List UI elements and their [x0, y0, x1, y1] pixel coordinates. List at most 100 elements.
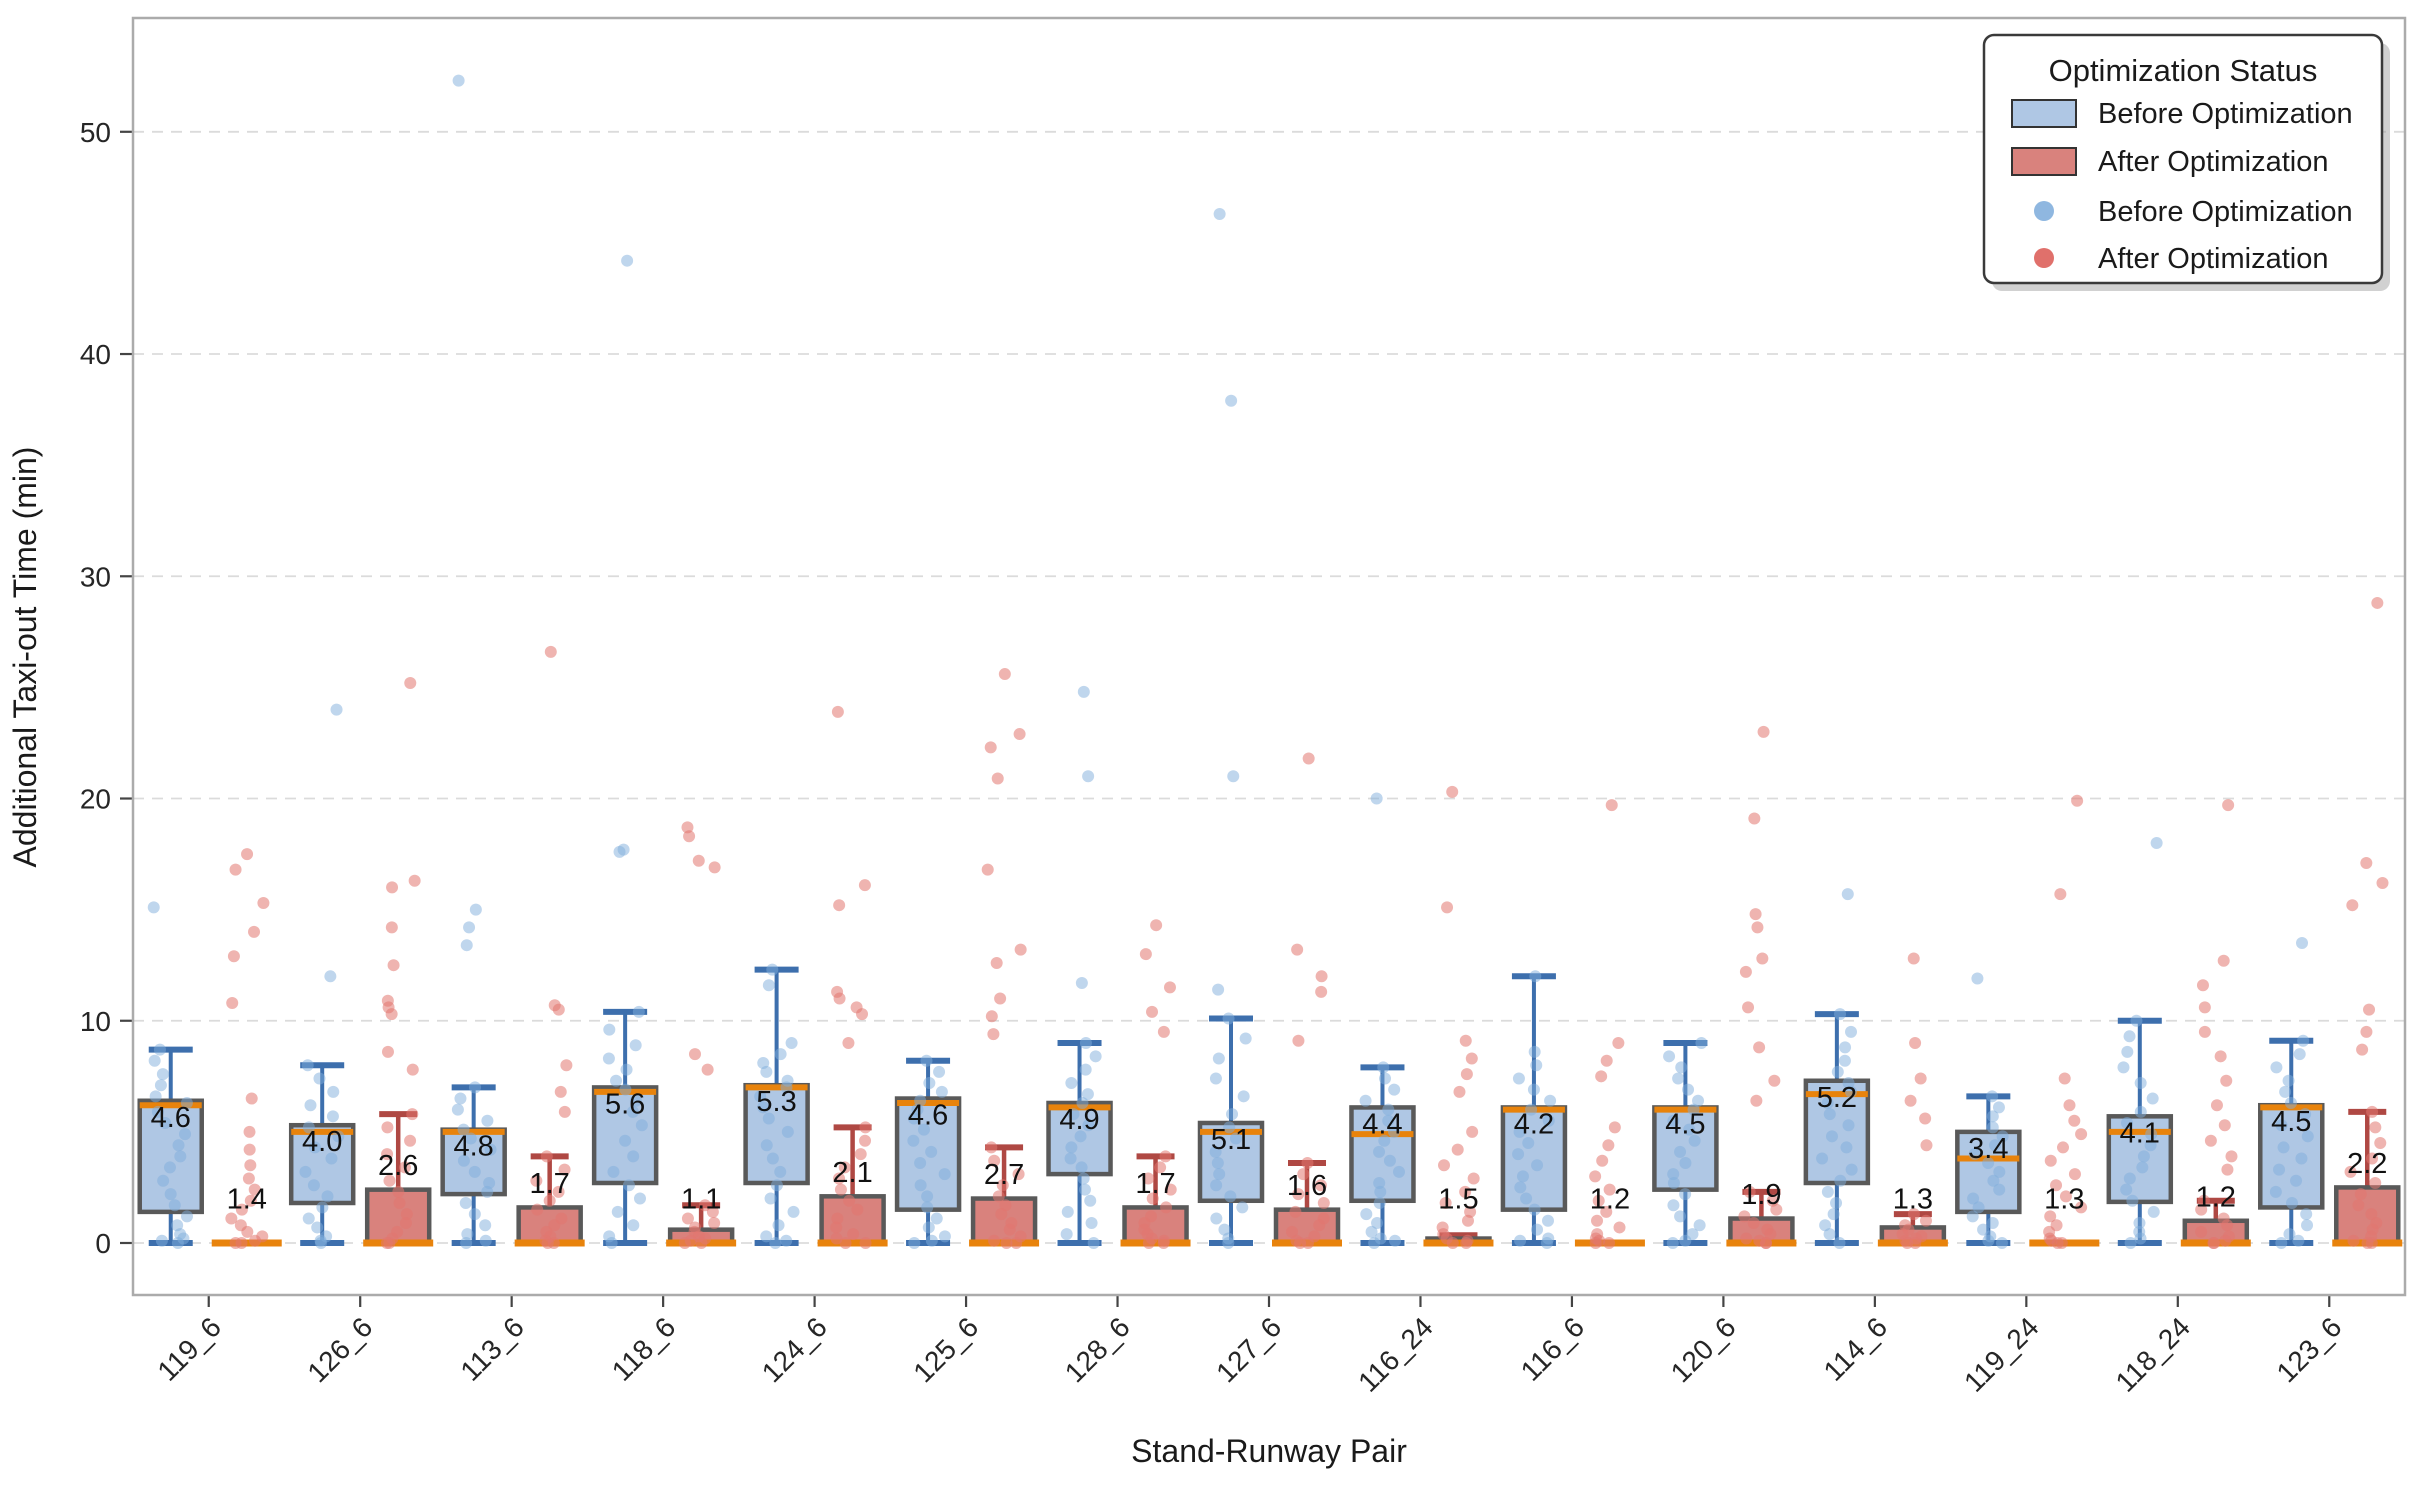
scatter-point-before	[327, 1085, 340, 1098]
scatter-point-before	[1067, 1108, 1080, 1121]
scatter-point-after	[2363, 1003, 2376, 1016]
scatter-point-after	[2195, 1225, 2208, 1238]
scatter-point-before	[1679, 1188, 1692, 1201]
scatter-point-before	[302, 1212, 315, 1225]
x-tick-label: 118_24	[2110, 1311, 2197, 1398]
scatter-point-before	[1967, 1192, 1980, 1205]
scatter-point-before	[1693, 1219, 1706, 1232]
scatter-point-before	[907, 1112, 920, 1125]
scatter-point-before	[468, 1165, 481, 1178]
scatter-point-after	[1739, 965, 1752, 978]
mean-label-before: 5.2	[1817, 1082, 1857, 1114]
mean-label-before: 4.4	[1362, 1108, 1402, 1140]
scatter-point-before	[619, 1134, 632, 1147]
scatter-point-after	[683, 830, 696, 843]
scatter-point-after	[1770, 1203, 1783, 1216]
scatter-point-before	[607, 1165, 620, 1178]
scatter-point-before	[163, 1161, 176, 1174]
scatter-point-before	[921, 1190, 934, 1203]
scatter-point-after	[2366, 1152, 2379, 1165]
scatter-point-before	[1224, 1190, 1237, 1203]
mean-label-before: 4.6	[908, 1100, 948, 1132]
x-tick-label: 124_6	[756, 1311, 833, 1388]
x-tick-label: 123_6	[2271, 1311, 2348, 1388]
scatter-point-before	[1225, 394, 1238, 407]
scatter-point-after	[1756, 952, 1769, 965]
scatter-point-before	[2284, 1096, 2297, 1109]
scatter-point-before	[766, 963, 779, 976]
scatter-point-before	[1845, 1163, 1858, 1176]
scatter-point-before	[326, 1110, 339, 1123]
scatter-point-after	[681, 1212, 694, 1225]
scatter-point-after	[241, 1225, 254, 1238]
scatter-point-before	[1209, 1145, 1222, 1158]
scatter-point-before	[1525, 1103, 1538, 1116]
scatter-point-after	[406, 1108, 419, 1121]
scatter-point-before	[464, 1132, 477, 1145]
scatter-point-before	[1389, 1234, 1402, 1247]
scatter-point-before	[2300, 1208, 2313, 1221]
scatter-point-after	[851, 1203, 864, 1216]
scatter-point-before	[1529, 970, 1542, 983]
scatter-point-before	[914, 1179, 927, 1192]
scatter-point-after	[2050, 1179, 2063, 1192]
scatter-point-after	[830, 1232, 843, 1245]
scatter-point-after	[1157, 1025, 1170, 1038]
scatter-point-after	[408, 874, 421, 887]
scatter-point-before	[468, 1208, 481, 1221]
scatter-point-before	[454, 1092, 467, 1105]
scatter-point-after	[2214, 1050, 2227, 1063]
scatter-point-before	[481, 1185, 494, 1198]
mean-label-before: 5.3	[756, 1086, 796, 1118]
mean-label-after: 1.7	[530, 1168, 570, 1200]
scatter-point-after	[244, 1159, 257, 1172]
scatter-point-after	[558, 1105, 571, 1118]
mean-label-before: 4.9	[1059, 1104, 1099, 1136]
scatter-point-after	[2360, 1025, 2373, 1038]
scatter-point-after	[1612, 1036, 1625, 1049]
scatter-point-before	[1530, 1059, 1543, 1072]
scatter-point-after	[2221, 1163, 2234, 1176]
scatter-point-after	[695, 1236, 708, 1249]
legend-swatch-before-box	[2011, 99, 2077, 128]
scatter-point-before	[469, 903, 482, 916]
scatter-point-before	[332, 1130, 345, 1143]
scatter-point-after	[834, 1183, 847, 1196]
scatter-point-before	[1674, 1145, 1687, 1158]
mean-label-after: 2.7	[984, 1159, 1024, 1191]
scatter-point-after	[1743, 1185, 1756, 1198]
scatter-point-after	[2356, 1043, 2369, 1056]
scatter-point-before	[1834, 1008, 1847, 1021]
scatter-point-before	[1382, 1103, 1395, 1116]
scatter-point-before	[316, 1201, 329, 1214]
scatter-point-after	[681, 821, 694, 834]
scatter-point-before	[164, 1188, 177, 1201]
scatter-point-after	[1013, 728, 1026, 741]
scatter-point-before	[1392, 1165, 1405, 1178]
mean-label-before: 4.5	[1665, 1108, 1705, 1140]
scatter-point-after	[1603, 1183, 1616, 1196]
scatter-point-before	[1388, 1083, 1401, 1096]
scatter-point-before	[2293, 1048, 2306, 1061]
scatter-point-before	[1996, 1130, 2009, 1143]
scatter-point-before	[1387, 1125, 1400, 1138]
scatter-point-before	[762, 979, 775, 992]
scatter-point-before	[1839, 1041, 1852, 1054]
scatter-point-before	[1972, 1201, 1985, 1214]
scatter-point-after	[708, 1216, 721, 1229]
scatter-point-after	[1750, 1094, 1763, 1107]
scatter-point-after	[842, 1036, 855, 1049]
scatter-point-after	[1460, 1236, 1473, 1249]
scatter-point-after	[985, 1141, 998, 1154]
mean-label-after: 1.3	[2044, 1184, 2084, 1216]
scatter-point-before	[930, 1212, 943, 1225]
scatter-point-after	[2204, 1134, 2217, 1147]
scatter-point-before	[769, 1236, 782, 1249]
scatter-point-before	[772, 1219, 785, 1232]
scatter-point-after	[558, 1163, 571, 1176]
x-tick-label: 126_6	[301, 1311, 378, 1388]
scatter-point-before	[760, 1139, 773, 1152]
scatter-point-before	[2117, 1061, 2130, 1074]
scatter-point-before	[1085, 1216, 1098, 1229]
scatter-point-after	[1748, 812, 1761, 825]
